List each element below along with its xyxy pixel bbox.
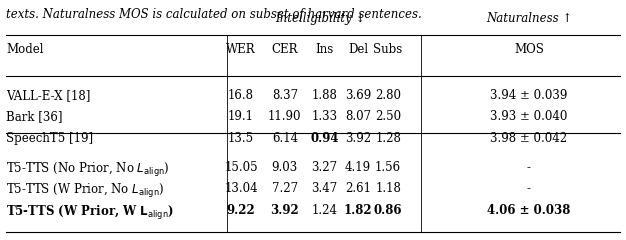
Text: MOS: MOS (514, 43, 544, 56)
Text: 2.50: 2.50 (375, 110, 401, 123)
Text: 13.04: 13.04 (224, 182, 258, 195)
Text: 8.07: 8.07 (345, 110, 371, 123)
Text: T5-TTS (W Prior, No $L_{\mathrm{align}}$): T5-TTS (W Prior, No $L_{\mathrm{align}}$… (6, 182, 165, 200)
Text: CER: CER (272, 43, 298, 56)
Text: 7.27: 7.27 (272, 182, 298, 195)
Text: Bark [36]: Bark [36] (6, 110, 63, 123)
Text: 15.05: 15.05 (224, 161, 258, 174)
Text: 1.18: 1.18 (375, 182, 401, 195)
Text: 2.80: 2.80 (375, 89, 401, 102)
Text: 19.1: 19.1 (228, 110, 254, 123)
Text: 3.94 ± 0.039: 3.94 ± 0.039 (490, 89, 568, 102)
Text: Ins: Ins (315, 43, 334, 56)
Text: 3.92: 3.92 (270, 204, 299, 217)
Text: 3.47: 3.47 (311, 182, 337, 195)
Text: 3.69: 3.69 (345, 89, 371, 102)
Text: 2.61: 2.61 (345, 182, 371, 195)
Text: 11.90: 11.90 (268, 110, 302, 123)
Text: 0.94: 0.94 (310, 132, 339, 145)
Text: Model: Model (6, 43, 44, 56)
Text: 3.98 ± 0.042: 3.98 ± 0.042 (490, 132, 568, 145)
Text: Subs: Subs (374, 43, 403, 56)
Text: 1.33: 1.33 (311, 110, 337, 123)
Text: 8.37: 8.37 (272, 89, 298, 102)
Text: -: - (527, 161, 531, 174)
Text: 9.03: 9.03 (272, 161, 298, 174)
Text: 4.19: 4.19 (345, 161, 371, 174)
Text: Intelligibility ↓: Intelligibility ↓ (275, 12, 365, 25)
Text: 1.28: 1.28 (375, 132, 401, 145)
Text: WER: WER (226, 43, 256, 56)
Text: 3.93 ± 0.040: 3.93 ± 0.040 (490, 110, 568, 123)
Text: 3.92: 3.92 (345, 132, 371, 145)
Text: T5-TTS (W Prior, W $\mathbf{L}_{\mathbf{\mathrm{align}}}$): T5-TTS (W Prior, W $\mathbf{L}_{\mathbf{… (6, 204, 174, 222)
Text: 1.56: 1.56 (375, 161, 401, 174)
Text: VALL-E-X [18]: VALL-E-X [18] (6, 89, 91, 102)
Text: SpeechT5 [19]: SpeechT5 [19] (6, 132, 93, 145)
Text: 6.14: 6.14 (272, 132, 298, 145)
Text: 4.06 ± 0.038: 4.06 ± 0.038 (487, 204, 571, 217)
Text: 0.86: 0.86 (374, 204, 403, 217)
Text: 3.27: 3.27 (311, 161, 337, 174)
Text: 1.82: 1.82 (344, 204, 372, 217)
Text: texts. Naturalness MOS is calculated on subset of harvard sentences.: texts. Naturalness MOS is calculated on … (6, 8, 422, 21)
Text: 16.8: 16.8 (228, 89, 254, 102)
Text: 9.22: 9.22 (227, 204, 255, 217)
Text: -: - (527, 182, 531, 195)
Text: 13.5: 13.5 (228, 132, 254, 145)
Text: Naturalness ↑: Naturalness ↑ (486, 12, 572, 25)
Text: 1.88: 1.88 (311, 89, 337, 102)
Text: T5-TTS (No Prior, No $L_{\mathrm{align}}$): T5-TTS (No Prior, No $L_{\mathrm{align}}… (6, 161, 170, 179)
Text: 1.24: 1.24 (311, 204, 337, 217)
Text: Del: Del (348, 43, 368, 56)
